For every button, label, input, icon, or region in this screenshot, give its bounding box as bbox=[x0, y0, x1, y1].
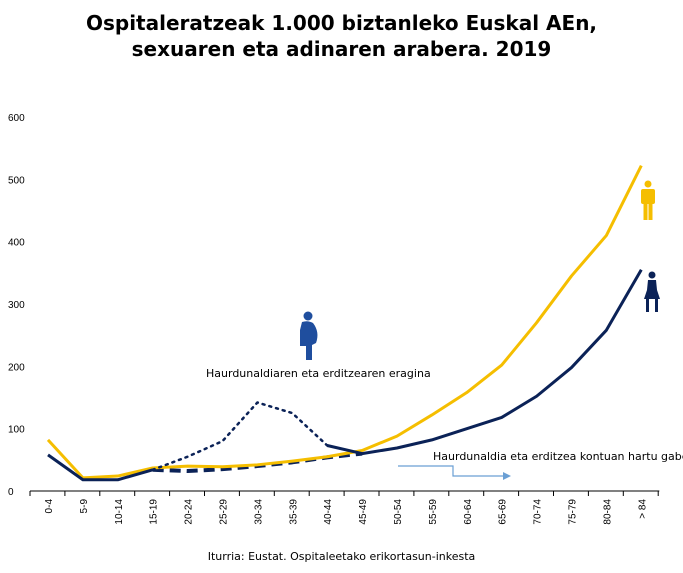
x-tick-label: > 84 bbox=[637, 499, 648, 519]
x-tick-label: 50-54 bbox=[393, 499, 404, 525]
x-tick-label: 45-49 bbox=[358, 499, 369, 525]
y-tick-label: 600 bbox=[8, 113, 25, 124]
x-tick-label: 10-14 bbox=[114, 499, 125, 525]
female-line bbox=[47, 453, 154, 482]
x-tick-label: 5-9 bbox=[79, 499, 90, 514]
title-line-2: sexuaren eta adinaren arabera. 2019 bbox=[131, 37, 552, 61]
x-tick-label: 70-74 bbox=[533, 499, 544, 525]
x-tick-label: 40-44 bbox=[323, 499, 334, 525]
woman-icon bbox=[644, 271, 660, 312]
annotation-without-pregnancy: Haurdunaldia eta erditzea kontuan hartu … bbox=[433, 450, 683, 463]
male-line bbox=[46, 164, 643, 480]
x-tick-label: 55-59 bbox=[428, 499, 439, 525]
chart-title: Ospitaleratzeak 1.000 biztanleko Euskal … bbox=[0, 10, 683, 62]
x-tick-label: 25-29 bbox=[219, 499, 230, 525]
x-tick-label: 20-24 bbox=[184, 499, 195, 525]
y-tick-label: 200 bbox=[8, 362, 25, 373]
man-icon bbox=[641, 180, 655, 220]
y-tick-label: 500 bbox=[8, 175, 25, 186]
annotation-arrow-line bbox=[398, 465, 505, 477]
x-tick-label: 60-64 bbox=[463, 499, 474, 525]
annotation-pregnancy-effect: Haurdunaldiaren eta erditzearen eragina bbox=[206, 367, 431, 380]
x-tick-label: 30-34 bbox=[253, 499, 264, 525]
y-tick-label: 300 bbox=[8, 300, 25, 311]
arrow-head-icon bbox=[503, 472, 511, 480]
pregnant-woman-icon bbox=[300, 311, 318, 360]
x-tick-label: 65-69 bbox=[498, 499, 509, 525]
female-line bbox=[326, 268, 643, 456]
x-tick-label: 35-39 bbox=[288, 499, 299, 525]
y-tick-label: 400 bbox=[8, 238, 25, 249]
x-tick-label: 0-4 bbox=[44, 499, 55, 514]
title-line-1: Ospitaleratzeak 1.000 biztanleko Euskal … bbox=[85, 11, 598, 35]
y-tick-label: 100 bbox=[8, 425, 25, 436]
female-pregnancy-dotted-line bbox=[151, 401, 329, 472]
source-note: Iturria: Eustat. Ospitaleetako erikortas… bbox=[207, 550, 476, 563]
x-tick-label: 75-79 bbox=[568, 499, 579, 525]
x-tick-label: 80-84 bbox=[602, 499, 613, 525]
x-tick-label: 15-19 bbox=[149, 499, 160, 525]
y-tick-label: 0 bbox=[8, 487, 14, 498]
